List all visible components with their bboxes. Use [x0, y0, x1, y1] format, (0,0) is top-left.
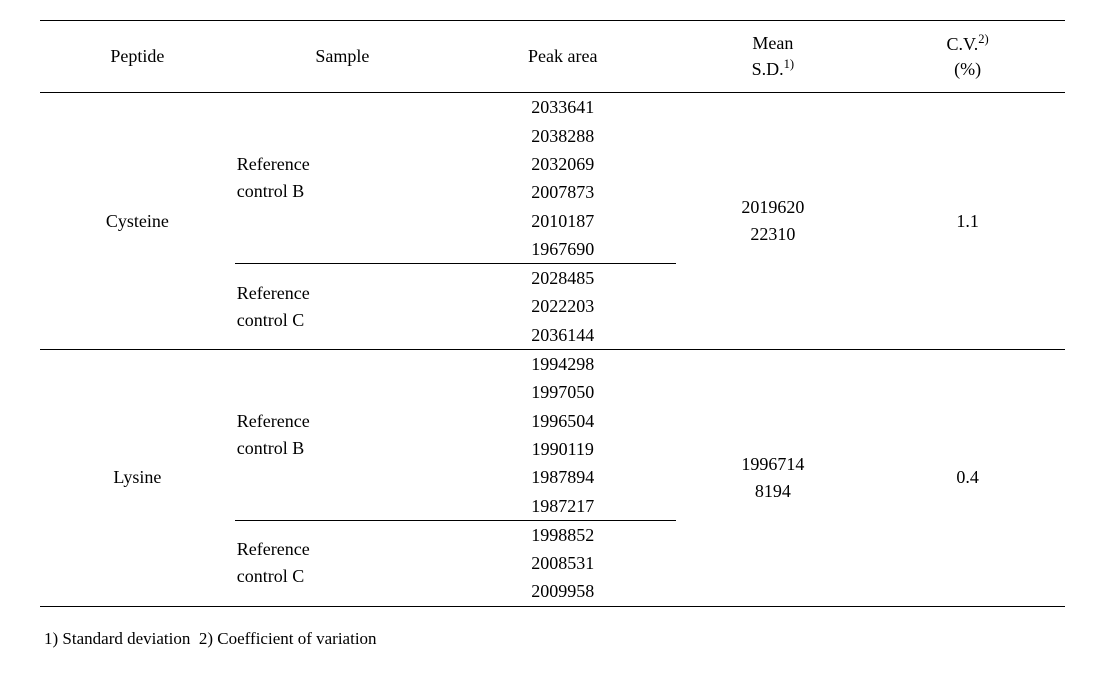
peak-area-cell: 1987217: [450, 492, 676, 521]
peptide-cell: Lysine: [40, 350, 235, 607]
footnote-1-num: 1): [44, 629, 58, 648]
cv-cell: 1.1: [870, 93, 1065, 350]
header-sd-sup: 1): [784, 57, 795, 71]
peak-area-cell: 1997050: [450, 378, 676, 406]
table-row: CysteineReferencecontrol B20336412019620…: [40, 93, 1065, 122]
mean-sd-cell: 19967148194: [676, 350, 871, 607]
peak-area-cell: 2022203: [450, 292, 676, 320]
header-peptide: Peptide: [40, 21, 235, 93]
header-cv: C.V.2) (%): [870, 21, 1065, 93]
sample-cell: Referencecontrol B: [235, 350, 450, 521]
data-table: Peptide Sample Peak area Mean S.D.1) C.V…: [40, 20, 1065, 607]
header-sd-text: S.D.: [752, 59, 784, 79]
header-cv-sup: 2): [978, 32, 989, 46]
footnote-1-text: Standard deviation: [62, 629, 190, 648]
header-cv-unit: (%): [954, 59, 981, 79]
peak-area-cell: 1994298: [450, 350, 676, 379]
peak-area-cell: 2033641: [450, 93, 676, 122]
sample-cell: Referencecontrol C: [235, 520, 450, 606]
peak-area-cell: 2028485: [450, 264, 676, 293]
peak-area-cell: 2007873: [450, 178, 676, 206]
header-peak-area: Peak area: [450, 21, 676, 93]
mean-sd-cell: 201962022310: [676, 93, 871, 350]
header-cv-text: C.V.: [947, 34, 979, 54]
header-mean-text: Mean: [752, 33, 793, 53]
cv-cell: 0.4: [870, 350, 1065, 607]
peak-area-cell: 1967690: [450, 235, 676, 264]
footnote-2-num: 2): [199, 629, 213, 648]
sample-cell: Referencecontrol C: [235, 264, 450, 350]
peak-area-cell: 1998852: [450, 520, 676, 549]
peak-area-cell: 2036144: [450, 321, 676, 350]
peak-area-cell: 1990119: [450, 435, 676, 463]
peak-area-cell: 2010187: [450, 207, 676, 235]
peak-area-cell: 2038288: [450, 122, 676, 150]
header-mean-sd: Mean S.D.1): [676, 21, 871, 93]
peak-area-cell: 1996504: [450, 407, 676, 435]
peak-area-cell: 1987894: [450, 463, 676, 491]
footnote-2-text: Coefficient of variation: [217, 629, 376, 648]
peak-area-cell: 2032069: [450, 150, 676, 178]
header-sample: Sample: [235, 21, 450, 93]
footnote: 1) Standard deviation 2) Coefficient of …: [40, 629, 1065, 649]
table-header-row: Peptide Sample Peak area Mean S.D.1) C.V…: [40, 21, 1065, 93]
peptide-cell: Cysteine: [40, 93, 235, 350]
table-row: LysineReferencecontrol B1994298199671481…: [40, 350, 1065, 379]
peak-area-cell: 2008531: [450, 549, 676, 577]
sample-cell: Referencecontrol B: [235, 93, 450, 264]
table-body: CysteineReferencecontrol B20336412019620…: [40, 93, 1065, 606]
peak-area-cell: 2009958: [450, 577, 676, 606]
